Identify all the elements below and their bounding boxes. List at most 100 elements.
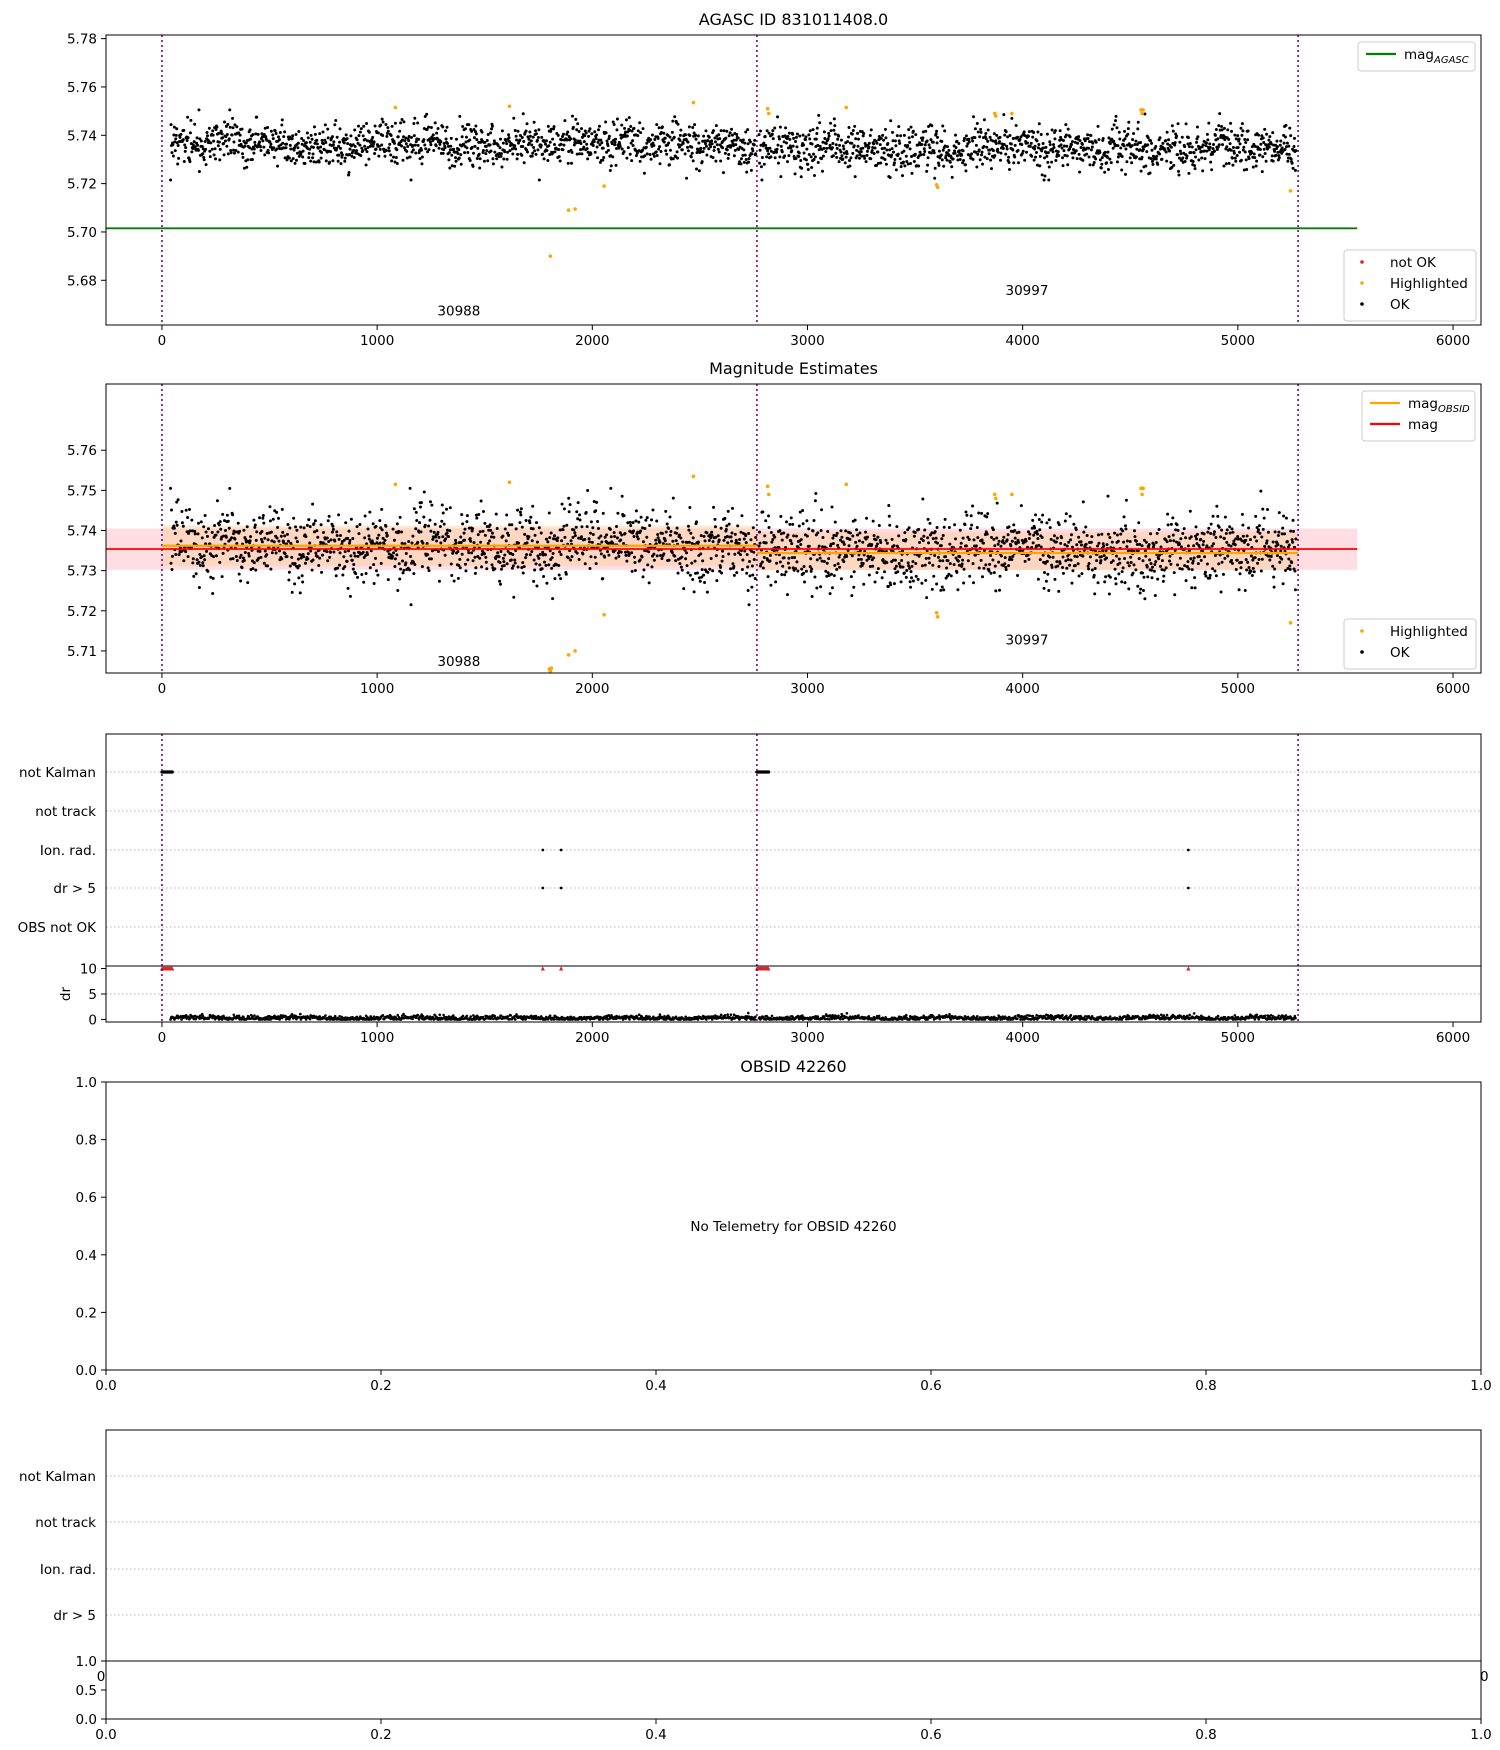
agasc-ok-point — [705, 153, 709, 157]
mag-ok-point — [842, 560, 846, 564]
agasc-ok-point — [1233, 156, 1237, 160]
mag-ok-point — [685, 564, 689, 568]
mag-ok-point — [850, 594, 854, 598]
mag-ok-point — [640, 555, 644, 559]
mag-ok-point — [660, 556, 664, 560]
agasc-ok-point — [604, 120, 608, 124]
agasc-ok-point — [957, 142, 961, 146]
mag-ok-point — [1223, 556, 1227, 560]
agasc-ok-point — [301, 149, 305, 153]
mag-ok-point — [698, 579, 702, 583]
agasc-ok-point — [610, 142, 614, 146]
mag-ok-point — [402, 568, 406, 572]
mag-ok-point — [1151, 545, 1155, 549]
mag-ok-point — [216, 530, 220, 534]
mag-ok-point — [258, 516, 262, 520]
mag-ok-point — [731, 562, 735, 566]
mag-ok-point — [762, 555, 766, 559]
mag-ok-point — [1096, 544, 1100, 548]
agasc-ok-point — [1293, 168, 1297, 172]
agasc-ok-point — [792, 136, 796, 140]
mag-ok-point — [524, 556, 528, 560]
agasc-ok-point — [284, 146, 288, 150]
agasc-ok-point — [980, 150, 984, 154]
agasc-ok-point — [919, 153, 923, 157]
mag-ok-point — [495, 526, 499, 530]
mag-y-tick-label: 5.72 — [67, 604, 97, 620]
mag-ok-point — [1176, 563, 1180, 567]
obsid-label: 30997 — [1005, 283, 1048, 299]
agasc-ok-point — [808, 129, 812, 133]
mag-ok-point — [591, 526, 595, 530]
agasc-ok-point — [929, 151, 933, 155]
mag-ok-point — [848, 537, 852, 541]
agasc-ok-point — [1033, 147, 1037, 151]
mag-ok-point — [1235, 558, 1239, 562]
mag-ok-point — [862, 582, 866, 586]
mag-ok-point — [1143, 597, 1147, 601]
agasc-ok-point — [507, 136, 511, 140]
mag-ok-point — [910, 564, 914, 568]
mag-ok-point — [1291, 518, 1295, 522]
mag-ok-point — [1276, 543, 1280, 547]
mag-ok-point — [1179, 537, 1183, 541]
agasc-ok-point — [261, 139, 265, 143]
agasc-ok-point — [935, 141, 939, 145]
mag-ok-point — [529, 515, 533, 519]
mag-ok-point — [614, 524, 618, 528]
mag-ok-point — [296, 566, 300, 570]
mag-ok-point — [1215, 504, 1219, 508]
mag-ok-point — [391, 527, 395, 531]
agasc-ok-point — [307, 156, 311, 160]
agasc-ok-point — [702, 146, 706, 150]
obsid-label: 30988 — [437, 303, 480, 319]
agasc-ok-point — [407, 139, 411, 143]
agasc-ok-point — [664, 149, 668, 153]
mag-ok-point — [342, 555, 346, 559]
dr-ok-point — [169, 1018, 172, 1021]
mag-ok-point — [611, 541, 615, 545]
mag-ok-point — [599, 534, 603, 538]
agasc-ok-point — [276, 164, 280, 168]
mag-ok-point — [1002, 535, 1006, 539]
agasc-ok-point — [1277, 156, 1281, 160]
mag-ok-point — [559, 577, 563, 581]
agasc-ok-point — [233, 123, 237, 127]
agasc-ok-point — [1085, 152, 1089, 156]
mag-ok-point — [809, 569, 813, 573]
mag-ok-point — [542, 575, 546, 579]
flag-point — [541, 848, 545, 852]
mag-ok-point — [326, 559, 330, 563]
agasc-ok-point — [1016, 161, 1020, 165]
mag-ok-point — [552, 537, 556, 541]
agasc-ok-point — [716, 147, 720, 151]
mag-ok-point — [962, 567, 966, 571]
mag-ok-point — [932, 574, 936, 578]
agasc-ok-point — [899, 134, 903, 138]
agasc-ok-point — [1002, 142, 1006, 146]
agasc-ok-point — [895, 134, 899, 138]
agasc-y-tick-label: 5.74 — [67, 128, 97, 144]
agasc-ok-point — [811, 128, 815, 132]
mag-ok-point — [1175, 523, 1179, 527]
mag-ok-point — [707, 538, 711, 542]
mag-ok-point — [956, 559, 960, 563]
agasc-ok-point — [688, 134, 692, 138]
mag-ok-point — [1246, 543, 1250, 547]
agasc-ok-point — [649, 138, 653, 142]
mag-ok-point — [991, 528, 995, 532]
mag-ok-point — [645, 535, 649, 539]
mag-ok-point — [493, 567, 497, 571]
mag-ok-point — [745, 571, 749, 575]
agasc-ok-point — [984, 131, 988, 135]
agasc-ok-point — [518, 138, 522, 142]
mag-ok-point — [490, 531, 494, 535]
mag-ok-point — [743, 549, 747, 553]
mag-ok-point — [632, 534, 636, 538]
mag-ok-point — [740, 568, 744, 572]
mag-ok-point — [968, 574, 972, 578]
mag-ok-point — [436, 550, 440, 554]
agasc-ok-point — [677, 143, 681, 147]
mag-x-tick-label: 4000 — [1005, 681, 1039, 697]
agasc-ok-point — [1004, 130, 1008, 134]
